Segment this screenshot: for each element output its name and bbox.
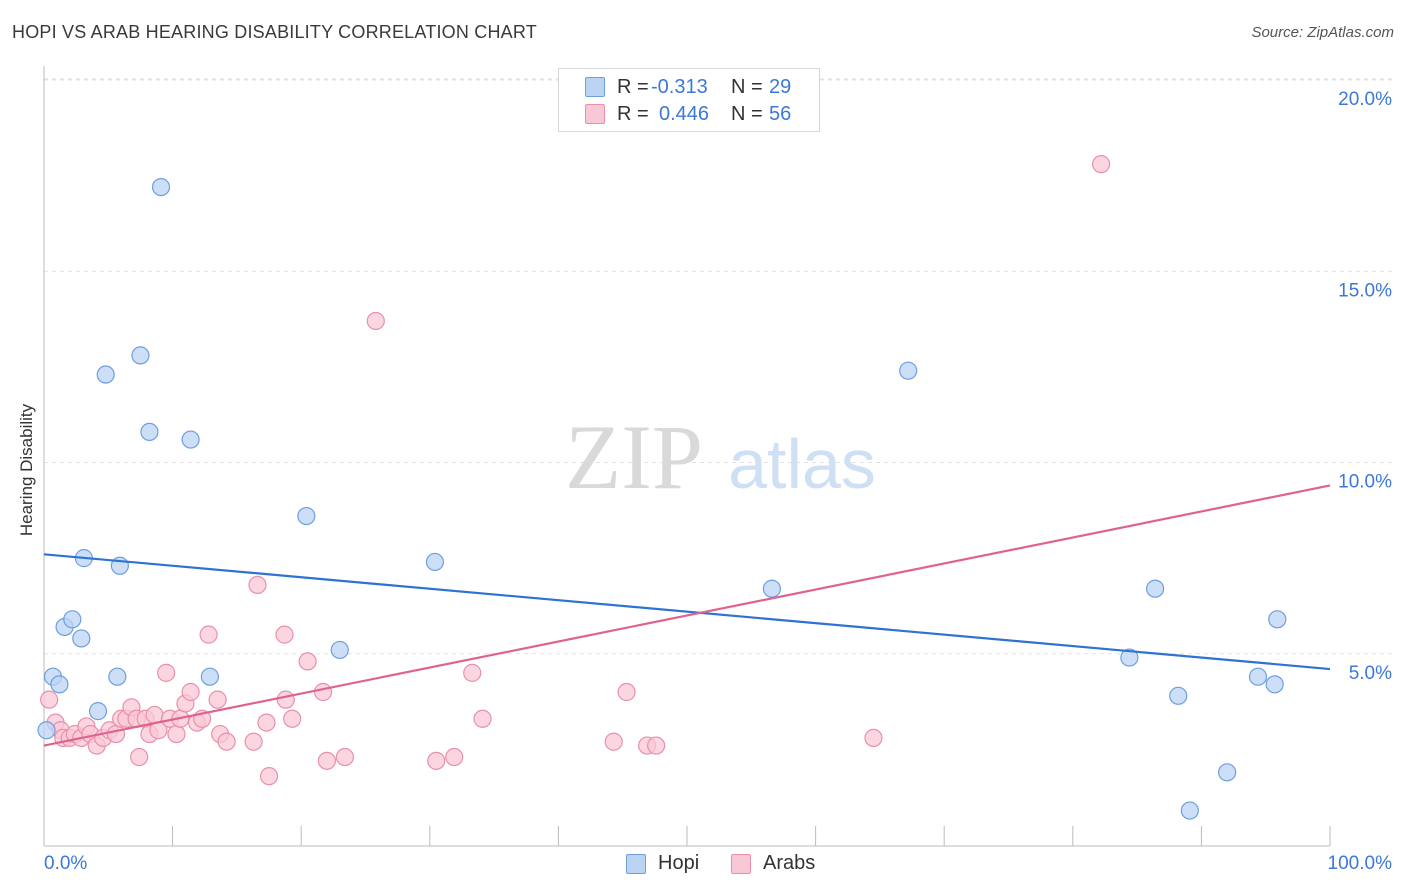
r-value: -0.313 xyxy=(651,75,708,98)
axes xyxy=(43,66,1331,847)
arabs-point xyxy=(366,311,385,331)
legend-row-hopi: R = -0.313 N = 29 xyxy=(585,74,791,100)
arabs-swatch xyxy=(731,853,751,874)
hopi-point xyxy=(899,361,918,380)
source-label: Source: ZipAtlas.com xyxy=(1251,24,1394,41)
arabs-point xyxy=(217,732,236,751)
hopi-point xyxy=(50,675,69,694)
hopi-point xyxy=(1146,579,1165,598)
arabs-point xyxy=(244,732,263,751)
hopi-point xyxy=(1268,610,1287,629)
arabs-point xyxy=(445,747,464,767)
arabs-point xyxy=(275,625,294,644)
hopi-point xyxy=(1180,801,1199,820)
hopi-point xyxy=(88,702,108,721)
arabs-point xyxy=(604,732,623,751)
grid-lines xyxy=(44,78,1392,655)
y-tick-label: 15.0% xyxy=(1338,280,1392,301)
n-label: N = xyxy=(731,75,763,98)
arabs-point xyxy=(427,751,446,770)
arabs-point xyxy=(181,682,200,702)
arabs-point xyxy=(130,747,149,767)
watermark-atlas: atlas xyxy=(728,425,876,503)
arabs-point xyxy=(617,682,636,702)
arabs-point xyxy=(259,767,279,786)
arabs-point xyxy=(257,713,276,732)
x-tick-label-end: 100.0% xyxy=(1328,853,1393,874)
legend-label-arabs: Arabs xyxy=(763,852,816,874)
x-tick-label-start: 0.0% xyxy=(44,853,87,874)
hopi-point xyxy=(1120,648,1139,667)
hopi-point xyxy=(330,640,349,660)
watermark-zip: ZIP xyxy=(565,406,703,508)
n-value: 29 xyxy=(769,75,792,98)
r-label: R = xyxy=(617,102,649,125)
y-tick-label: 5.0% xyxy=(1349,663,1392,684)
chart-title: HOPI VS ARAB HEARING DISABILITY CORRELAT… xyxy=(12,22,537,42)
hopi-point xyxy=(37,721,56,740)
arabs-point xyxy=(157,663,176,682)
arabs-point xyxy=(248,575,267,595)
arabs-point xyxy=(208,690,227,709)
arabs-point xyxy=(106,724,126,744)
y-axis-label: Hearing Disability xyxy=(17,403,36,537)
y-tick-label: 10.0% xyxy=(1338,472,1392,493)
r-label: R = xyxy=(617,75,649,98)
y-tick-label: 20.0% xyxy=(1338,89,1392,110)
arabs-point xyxy=(473,709,492,728)
hopi-point xyxy=(297,506,316,526)
arabs-point xyxy=(167,724,186,744)
trend-lines xyxy=(43,484,1331,747)
arabs-point xyxy=(283,709,302,728)
arabs-trend-line xyxy=(43,484,1331,747)
hopi-point xyxy=(200,667,219,686)
arabs-point xyxy=(40,690,59,709)
hopi-point xyxy=(1265,675,1284,694)
arabs-swatch xyxy=(585,104,605,124)
hopi-point xyxy=(96,365,115,384)
hopi-point xyxy=(72,629,91,648)
arabs-point xyxy=(1091,155,1111,174)
tick-labels: 5.0% 10.0% 15.0% 20.0% 0.0% 100.0% xyxy=(44,89,1392,874)
hopi-point xyxy=(108,667,127,686)
arabs-point xyxy=(647,736,666,755)
arabs-point xyxy=(335,747,355,767)
arabs-point xyxy=(199,625,218,644)
hopi-point xyxy=(140,422,159,441)
hopi-trend-line xyxy=(43,553,1331,671)
r-value: 0.446 xyxy=(659,102,710,125)
legend-label-hopi: Hopi xyxy=(658,852,700,874)
hopi-point xyxy=(425,552,445,572)
n-label: N = xyxy=(731,102,763,125)
hopi-point xyxy=(1248,667,1268,686)
hopi-swatch xyxy=(585,77,605,97)
arabs-point xyxy=(317,751,337,770)
hopi-point xyxy=(762,579,781,598)
hopi-point xyxy=(131,346,150,365)
arabs-point xyxy=(463,663,482,682)
hopi-points xyxy=(37,178,1287,820)
legend-item-hopi[interactable]: Hopi xyxy=(626,852,699,875)
hopi-point xyxy=(1169,686,1188,705)
arabs-point xyxy=(276,690,295,709)
arabs-point xyxy=(313,682,333,702)
legend-item-arabs[interactable]: Arabs xyxy=(731,852,815,875)
hopi-point xyxy=(181,430,200,449)
arabs-point xyxy=(864,728,883,748)
legend-row-arabs: R = 0.446 N = 56 xyxy=(585,101,791,127)
hopi-point xyxy=(1218,763,1237,782)
arabs-point xyxy=(298,652,317,671)
hopi-point xyxy=(151,178,171,197)
hopi-point xyxy=(63,610,82,629)
correlation-legend: R = -0.313 N = 29 R = 0.446 N = 56 xyxy=(558,68,820,132)
hopi-swatch xyxy=(626,853,646,874)
series-legend: Hopi Arabs xyxy=(0,852,1406,876)
watermark: ZIP atlas xyxy=(565,406,876,508)
n-value: 56 xyxy=(769,102,792,125)
